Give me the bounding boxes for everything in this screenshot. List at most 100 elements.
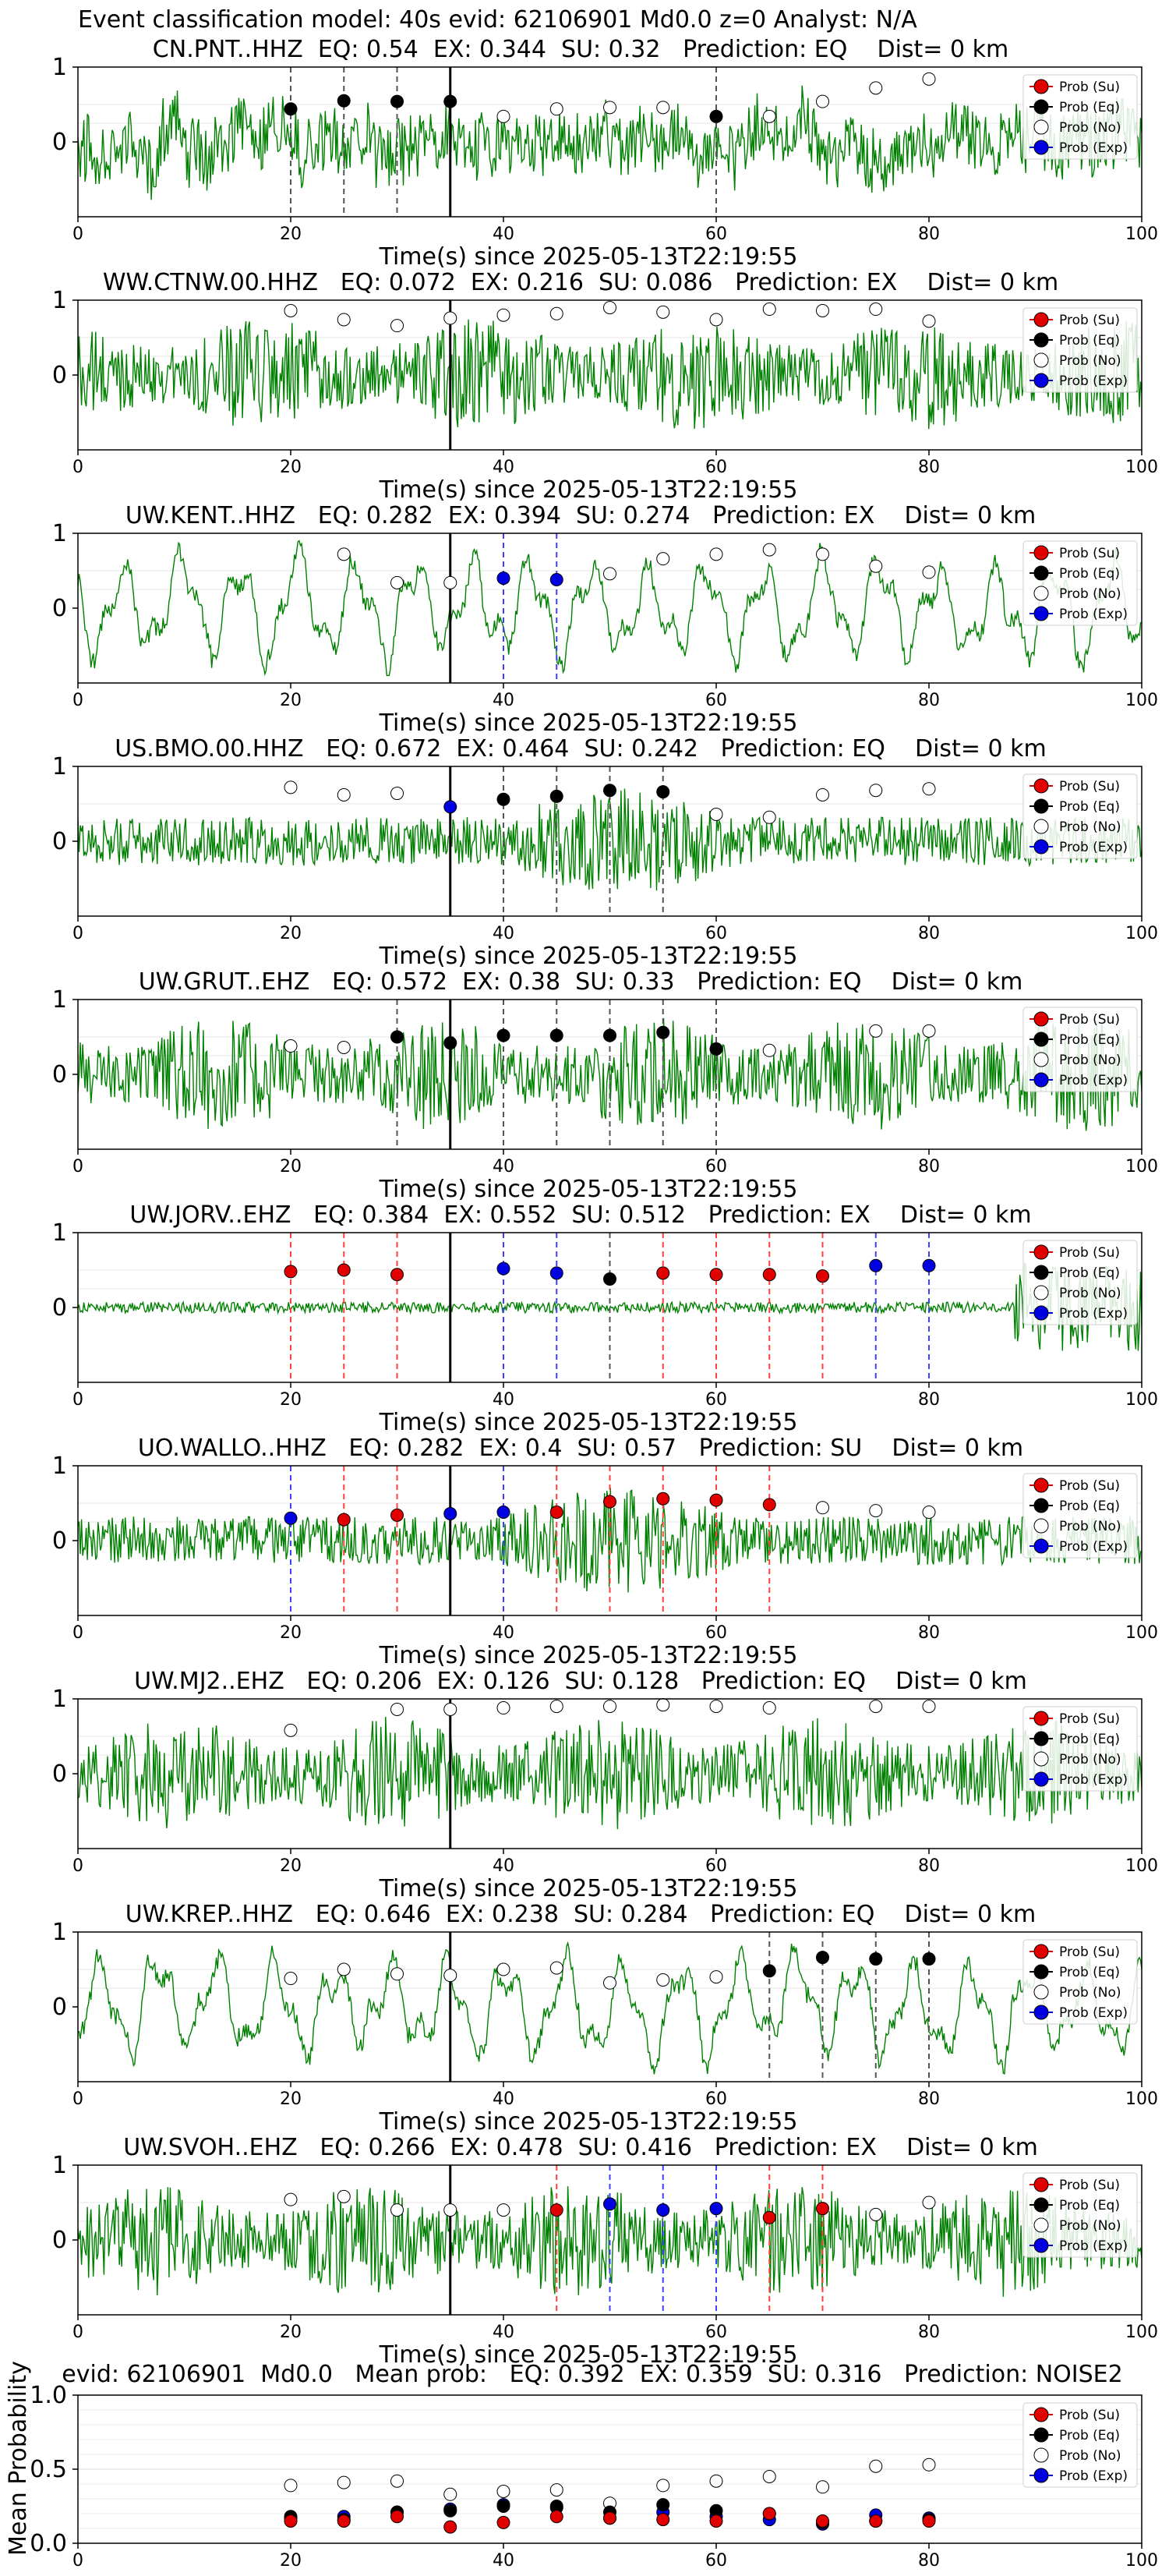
x-tick-label: 80	[918, 924, 940, 943]
prob-marker-no	[762, 1043, 776, 1057]
x-tick-label: 80	[918, 691, 940, 710]
x-tick-label: 100	[1125, 2323, 1158, 2342]
legend-marker-exp	[1033, 373, 1049, 388]
waveform-trace	[78, 1488, 1142, 1593]
x-tick-label: 40	[493, 2089, 514, 2109]
x-tick-label: 60	[705, 1157, 727, 1177]
x-tick-label: 100	[1125, 2551, 1158, 2571]
y-tick-label: 0	[52, 2227, 67, 2254]
x-tick-label: 60	[705, 691, 727, 710]
legend-label-eq: Prob (Eq)	[1059, 100, 1120, 115]
prob-marker-no	[549, 1961, 563, 1975]
prob-marker-no	[709, 547, 723, 561]
prob-marker-no	[549, 1700, 563, 1714]
prob-marker-no	[284, 780, 298, 794]
prob-marker-no	[869, 1504, 883, 1518]
prob-marker-no	[869, 303, 883, 317]
prob-marker-no	[443, 575, 457, 589]
x-axis-label: Time(s) since 2025-05-13T22:19:55	[379, 1875, 798, 1902]
legend: Prob (Su) Prob (Eq) Prob (No) Prob (Exp)	[1022, 1007, 1138, 1092]
y-tick-label: 1	[52, 287, 67, 314]
prob-marker-no	[603, 1976, 616, 1990]
legend-label-exp: Prob (Exp)	[1059, 1772, 1128, 1788]
prob-marker-su	[390, 1268, 404, 1282]
x-axis-label: Time(s) since 2025-05-13T22:19:55	[379, 1409, 798, 1436]
station-panel: 0 20 40 60 80 100 1 0	[52, 753, 1158, 943]
y-tick-label: 0	[52, 129, 67, 156]
prob-marker-no	[762, 303, 776, 317]
prob-marker-eq	[869, 1952, 883, 1966]
prob-marker-su	[762, 1268, 776, 1282]
mean-prob-marker-su	[443, 2520, 457, 2534]
legend-label-exp: Prob (Exp)	[1059, 1539, 1128, 1555]
legend-label-exp: Prob (Exp)	[1059, 607, 1128, 622]
x-tick-label: 40	[493, 2323, 514, 2342]
station-panel: 0 20 40 60 80 100 1 0	[52, 1919, 1158, 2109]
prob-marker-eq	[390, 1030, 404, 1044]
prob-marker-no	[284, 1723, 298, 1737]
legend-frame	[1022, 1240, 1138, 1325]
panel-title: UW.JORV..EHZ EQ: 0.384 EX: 0.552 SU: 0.5…	[129, 1201, 1032, 1229]
prob-marker-no	[549, 102, 563, 116]
x-axis-label: Time(s) since 2025-05-13T22:19:55	[379, 943, 798, 970]
prob-marker-exp	[496, 1506, 510, 1520]
legend-label-no: Prob (No)	[1059, 2448, 1121, 2464]
legend-marker-exp	[1033, 1072, 1049, 1088]
legend-label-eq: Prob (Eq)	[1059, 333, 1120, 349]
prob-marker-no	[656, 1698, 670, 1712]
prob-marker-su	[709, 1493, 723, 1507]
panel-title: UO.WALLO..HHZ EQ: 0.282 EX: 0.4 SU: 0.57…	[137, 1435, 1024, 1462]
prob-marker-eq	[496, 1028, 510, 1042]
x-tick-label: 100	[1125, 1390, 1158, 1410]
prob-marker-no	[762, 810, 776, 824]
x-tick-label: 0	[72, 2089, 83, 2109]
legend-frame	[1022, 2402, 1138, 2488]
x-tick-label: 0	[72, 458, 83, 477]
prob-marker-eq	[496, 792, 510, 806]
x-tick-label: 60	[705, 1390, 727, 1410]
prob-marker-exp	[869, 1258, 883, 1272]
prob-marker-no	[922, 565, 936, 579]
prob-marker-exp	[284, 1511, 298, 1525]
legend-marker-exp	[1033, 2005, 1049, 2020]
legend-label-su: Prob (Su)	[1059, 2408, 1120, 2423]
x-tick-label: 20	[280, 1390, 302, 1410]
prob-marker-eq	[443, 1036, 457, 1050]
legend-marker-exp	[1033, 839, 1049, 855]
prob-marker-no	[869, 559, 883, 573]
prob-marker-su	[390, 1508, 404, 1522]
prob-marker-eq	[709, 1042, 723, 1056]
prob-marker-no	[816, 94, 829, 108]
prob-marker-no	[603, 101, 616, 115]
y-tick-label: 0	[52, 1527, 67, 1555]
legend-marker-su	[1033, 312, 1049, 327]
prob-marker-eq	[549, 1028, 563, 1042]
legend-label-no: Prob (No)	[1059, 1752, 1121, 1767]
y-tick-label: 1	[52, 1453, 67, 1480]
y-tick-label: 0.0	[30, 2530, 67, 2557]
prob-marker-no	[922, 2196, 936, 2210]
legend-marker-su	[1033, 545, 1049, 561]
legend-label-eq: Prob (Eq)	[1059, 1032, 1120, 1048]
panel-title: UW.GRUT..EHZ EQ: 0.572 EX: 0.38 SU: 0.33…	[138, 968, 1023, 996]
x-tick-label: 20	[280, 691, 302, 710]
x-tick-label: 20	[280, 1856, 302, 1876]
prob-marker-su	[656, 1491, 670, 1506]
prob-marker-no	[390, 319, 404, 333]
x-tick-label: 60	[705, 458, 727, 477]
x-tick-label: 80	[918, 2089, 940, 2109]
x-tick-label: 20	[280, 2551, 302, 2571]
prob-marker-su	[762, 1498, 776, 1512]
prob-marker-no	[816, 303, 829, 317]
legend-marker-no	[1033, 586, 1049, 601]
legend-marker-su	[1033, 1711, 1049, 1726]
y-tick-label: 0	[52, 1994, 67, 2021]
legend-label-su: Prob (Su)	[1059, 1245, 1120, 1261]
x-tick-label: 100	[1125, 458, 1158, 477]
y-tick-label: 1	[52, 1686, 67, 1713]
legend-marker-eq	[1033, 2197, 1049, 2213]
legend-label-exp: Prob (Exp)	[1059, 2238, 1128, 2254]
legend-marker-exp	[1033, 606, 1049, 621]
legend-marker-su	[1033, 1477, 1049, 1493]
